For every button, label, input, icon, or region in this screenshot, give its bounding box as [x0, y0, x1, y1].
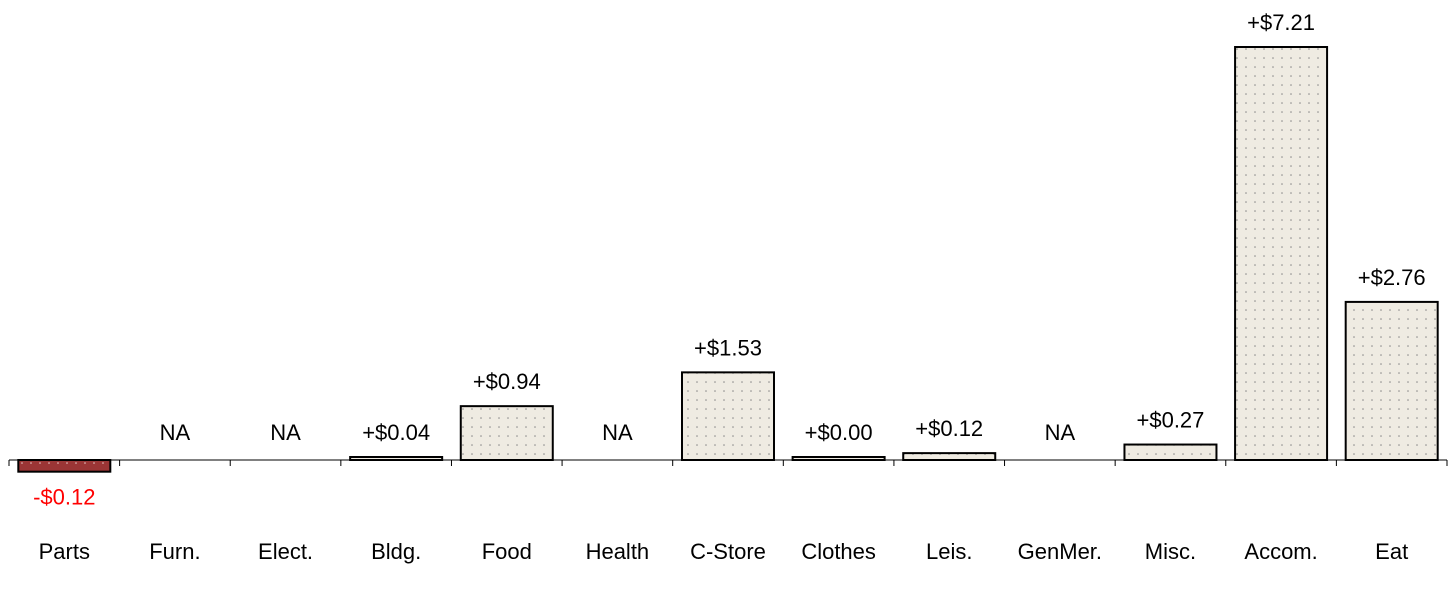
bar-value-label: +$0.12 [915, 416, 983, 441]
bar [791, 456, 886, 461]
category-label: Elect. [258, 539, 313, 564]
bar [681, 371, 775, 461]
bar-value-label: +$2.76 [1358, 265, 1426, 290]
bar-value-label: NA [602, 420, 633, 445]
category-label: Health [586, 539, 650, 564]
bars [17, 46, 1439, 473]
category-label: GenMer. [1018, 539, 1102, 564]
bar [17, 459, 112, 473]
bar-value-label: +$1.53 [694, 335, 762, 360]
bar-value-label: NA [270, 420, 301, 445]
bar-value-label: +$0.94 [473, 369, 541, 394]
bar [349, 456, 444, 461]
bar [459, 405, 554, 461]
bar-value-label: +$0.27 [1137, 408, 1205, 433]
category-label: Accom. [1244, 539, 1317, 564]
bar-value-label: +$0.04 [362, 420, 430, 445]
category-label: Eat [1375, 539, 1408, 564]
category-label: Furn. [149, 539, 200, 564]
bar [1123, 443, 1218, 461]
bar-value-label: NA [1045, 420, 1076, 445]
bar [1234, 46, 1329, 461]
bar-value-label: +$0.00 [805, 420, 873, 445]
category-label: Food [482, 539, 532, 564]
category-labels: Parts Furn. Elect. Bldg. Food Health C-Store Cl… [39, 539, 1409, 564]
category-label: Bldg. [371, 539, 421, 564]
bar-value-label: +$7.21 [1247, 10, 1315, 35]
bar [1344, 300, 1439, 462]
bar-value-label: -$0.12 [33, 485, 95, 510]
bar [902, 452, 997, 462]
category-label: Misc. [1145, 539, 1196, 564]
category-label: C-Store [690, 539, 766, 564]
category-label: Parts [39, 539, 90, 564]
bar-value-label: NA [160, 420, 191, 445]
category-label: Clothes [801, 539, 876, 564]
category-label: Leis. [926, 539, 972, 564]
value-labels: -$0.12 NA NA +$0.04 +$0.94 NA +$1.53 +$0.00 +$0.… [33, 10, 1426, 510]
